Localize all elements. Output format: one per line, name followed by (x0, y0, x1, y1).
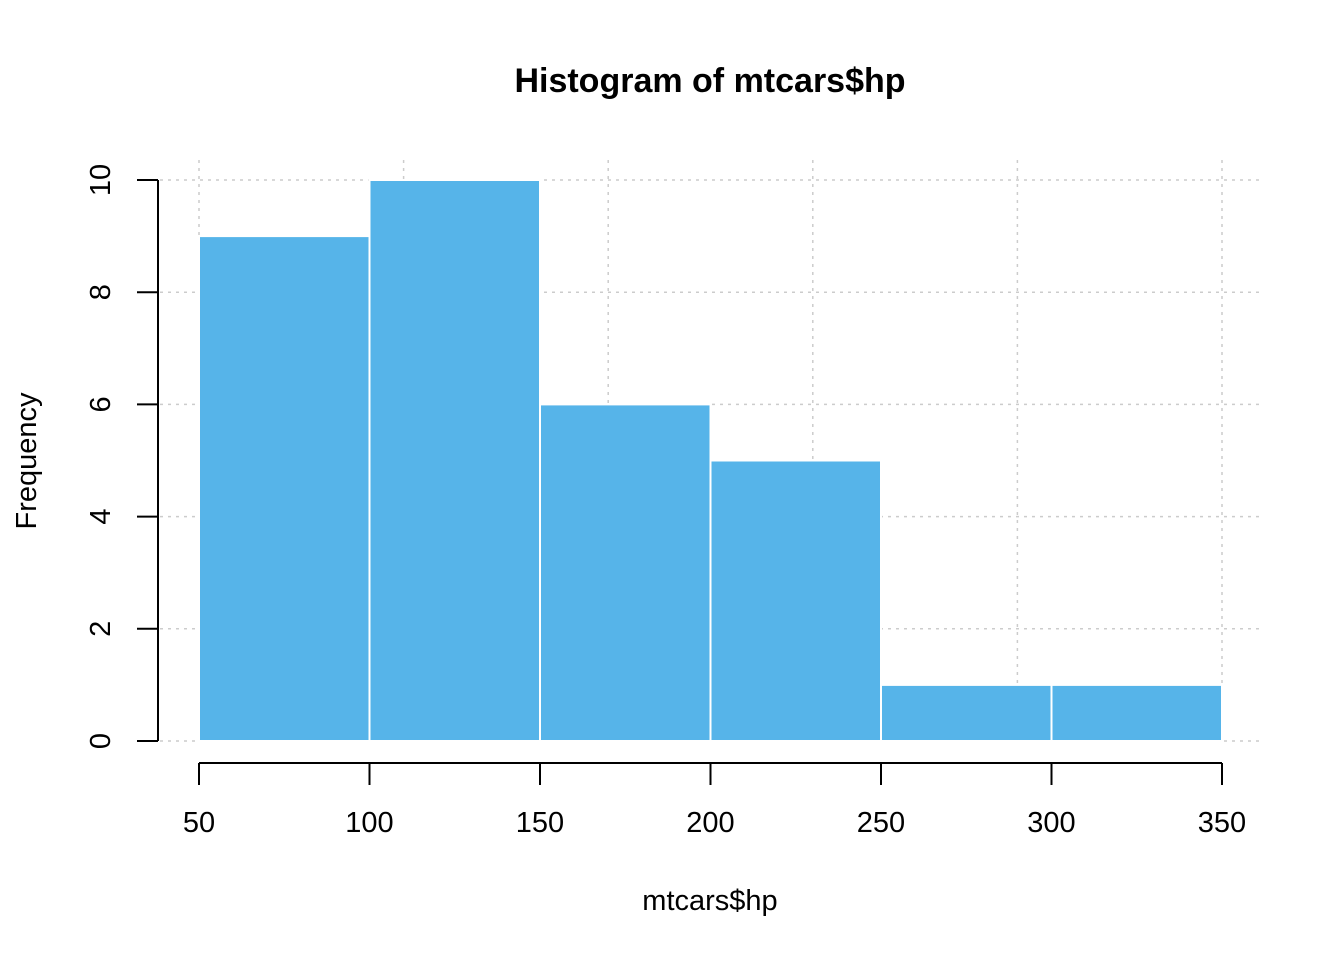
y-tick-label: 4 (85, 509, 117, 525)
x-tick-label: 350 (1198, 807, 1246, 839)
y-tick-label: 0 (85, 733, 117, 749)
histogram-bar (1050, 683, 1223, 743)
x-tick-label: 50 (183, 807, 215, 839)
histogram-bar (368, 179, 541, 742)
bars-layer (198, 179, 1223, 743)
histogram-bar (198, 235, 371, 742)
y-tick-label: 2 (85, 621, 117, 637)
histogram-bar (539, 403, 712, 742)
y-tick-label: 8 (85, 284, 117, 300)
y-tick-label: 6 (85, 396, 117, 412)
chart-title: Histogram of mtcars$hp (514, 62, 905, 100)
x-tick-label: 200 (686, 807, 734, 839)
axes-layer: 50 100 150 200 250 300 350 0 2 4 6 8 10 (85, 164, 1246, 839)
histogram-bar (709, 459, 882, 742)
x-tick-label: 100 (345, 807, 393, 839)
x-tick-label: 250 (857, 807, 905, 839)
x-tick-label: 150 (516, 807, 564, 839)
histogram-bar (880, 683, 1053, 743)
y-tick-label: 10 (85, 164, 117, 196)
y-axis-title: Frequency (11, 392, 43, 530)
x-tick-label: 300 (1027, 807, 1075, 839)
x-axis-title: mtcars$hp (642, 885, 777, 917)
